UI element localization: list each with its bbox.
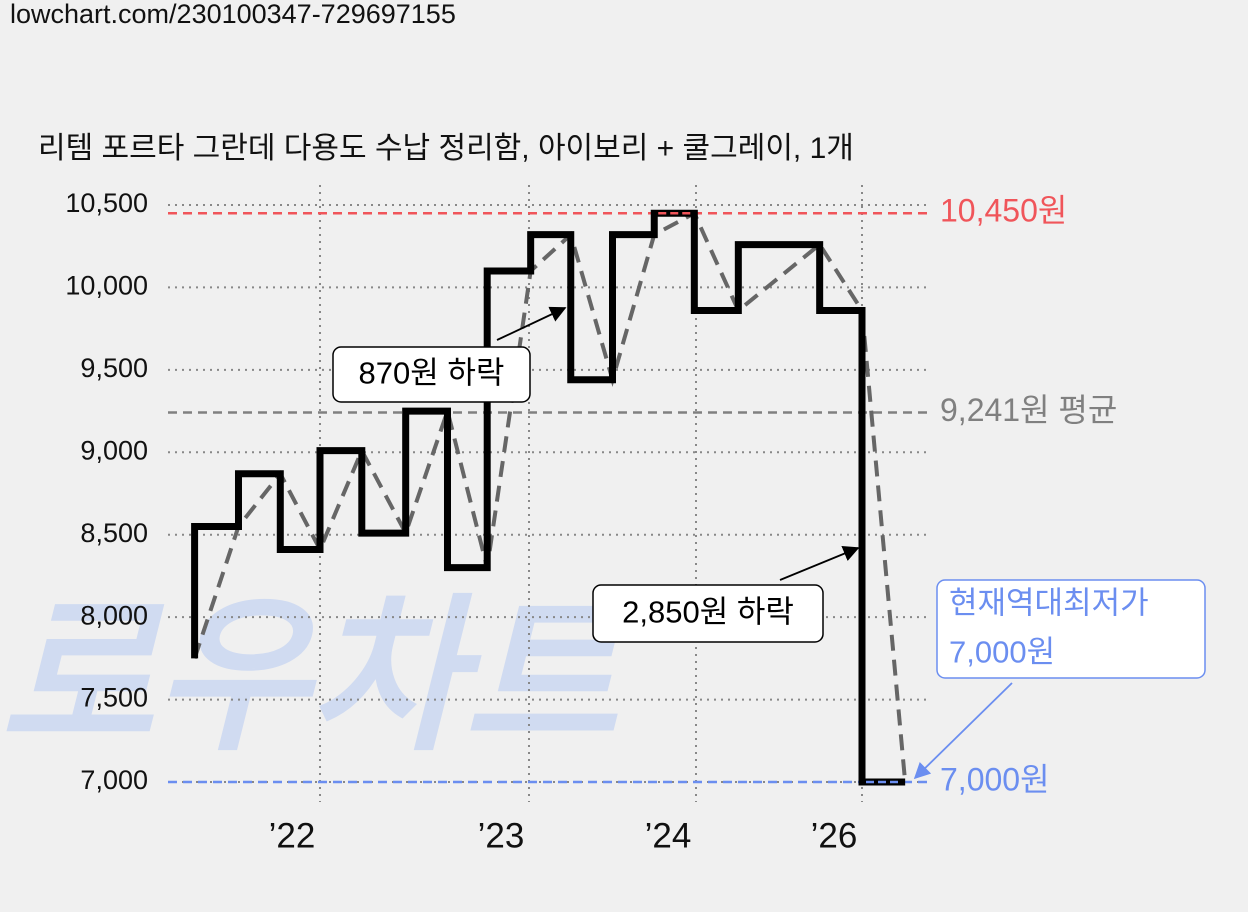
y-tick-label: 7,500 [80, 683, 148, 713]
reference-label: 10,450원 [940, 193, 1067, 229]
annotation-box [592, 584, 824, 643]
x-tick-label: ’26 [811, 816, 858, 855]
annotation-text: 870원 하락 [359, 356, 505, 391]
y-tick-label: 10,500 [65, 188, 148, 218]
x-tick-label: ’22 [269, 816, 316, 855]
annotation-box [332, 346, 531, 403]
y-tick-label: 7,000 [80, 765, 148, 795]
x-tick-label: ’24 [645, 816, 692, 855]
annotation-arrow [913, 682, 1013, 780]
reference-label: 7,000원 [940, 761, 1050, 797]
x-tick-label: ’23 [478, 816, 525, 855]
chart-title: 리템 포르타 그란데 다용도 수납 정리함, 아이보리 + 쿨그레이, 1개 [38, 132, 854, 165]
watermark: 로우차트 [0, 582, 628, 770]
reference-label: 9,241원 평균 [940, 392, 1117, 428]
y-tick-label: 8,500 [80, 518, 148, 548]
y-tick-label: 8,000 [80, 600, 148, 630]
y-tick-label: 9,000 [80, 435, 148, 465]
price-line [191, 209, 906, 786]
source-url: lowchart.com/230100347-729697155 [10, 0, 456, 29]
annotation-arrow [496, 306, 567, 341]
y-tick-label: 10,000 [65, 271, 148, 301]
y-tick-label: 9,500 [80, 353, 148, 383]
annotation-box [936, 579, 1206, 679]
annotation-text: 2,850원 하락 [622, 595, 794, 630]
annotation-arrow [779, 546, 860, 581]
annotation-text: 7,000원 [949, 635, 1055, 670]
annotation-text: 현재역대최저가 [949, 586, 1149, 621]
